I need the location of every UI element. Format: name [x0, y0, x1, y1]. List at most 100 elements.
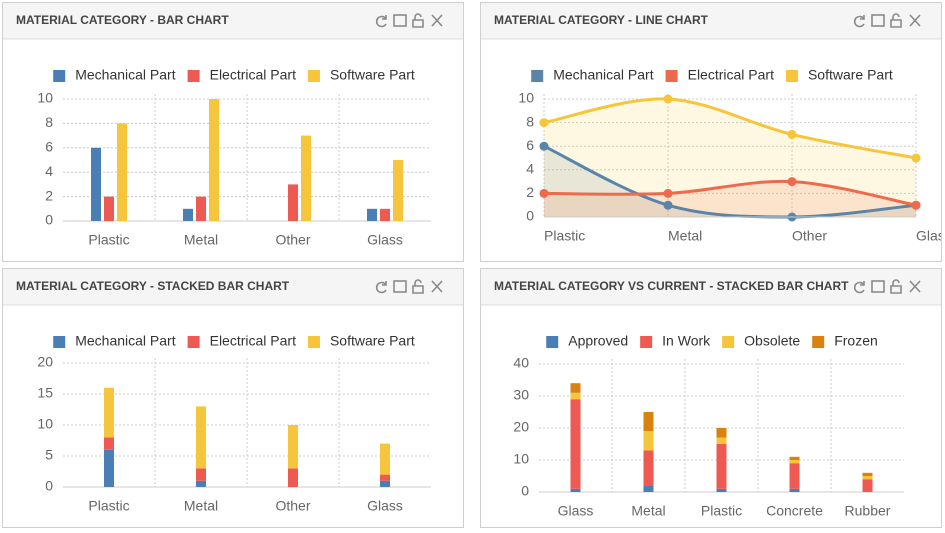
bar-segment [104, 437, 114, 450]
legend: Mechanical Part Electrical Part Software P… [53, 67, 415, 83]
refresh-icon[interactable] [375, 281, 387, 294]
bar [117, 123, 127, 221]
legend-label: Obsolete [744, 333, 800, 349]
legend-swatch [640, 336, 653, 348]
panel-title: MATERIAL CATEGORY - STACKED BAR CHART [16, 279, 290, 293]
x-tick-label: Metal [184, 498, 218, 514]
x-tick-label: Metal [631, 503, 665, 519]
bar-segment [570, 383, 581, 393]
panel-header [481, 269, 941, 305]
header-icons [853, 279, 921, 294]
bar-segment [643, 431, 654, 451]
bar [288, 184, 298, 221]
close-icon[interactable] [431, 280, 443, 293]
legend-label: Electrical Part [210, 333, 296, 349]
y-tick-label: 20 [37, 354, 53, 370]
close-icon[interactable] [909, 280, 921, 293]
lock-icon[interactable] [412, 13, 424, 28]
y-tick-label: 20 [513, 419, 529, 435]
refresh-icon[interactable] [853, 15, 865, 28]
panel: MATERIAL CATEGORY - STACKED BAR CHART Mec… [2, 268, 464, 528]
y-tick-label: 10 [513, 451, 529, 467]
x-tick-label: Other [792, 228, 827, 244]
bar [367, 208, 377, 221]
series-area [544, 181, 916, 217]
legend-label: Electrical Part [688, 67, 774, 83]
x-tick-label: Glass [558, 503, 594, 519]
panel-title: MATERIAL CATEGORY - BAR CHART [16, 13, 229, 27]
bar [196, 196, 206, 221]
bar [380, 208, 390, 221]
panel: MATERIAL CATEGORY VS CURRENT - STACKED B… [480, 268, 942, 528]
chart: MATERIAL CATEGORY - STACKED BAR CHART Mec… [3, 269, 463, 514]
chart: MATERIAL CATEGORY - BAR CHART Mechanical … [3, 3, 463, 248]
data-point [787, 177, 797, 187]
bar-segment [862, 476, 873, 480]
legend-swatch [53, 70, 66, 82]
panel-header [481, 3, 941, 39]
lock-icon[interactable] [890, 279, 902, 294]
header-icons [375, 13, 443, 28]
header-icons [375, 279, 443, 294]
data-point [539, 141, 549, 151]
y-tick-label: 8 [45, 114, 53, 130]
y-tick-label: 2 [45, 187, 53, 203]
close-icon[interactable] [431, 14, 443, 27]
y-tick-label: 10 [37, 90, 53, 106]
bar-segment [716, 428, 727, 438]
series-line [543, 97, 917, 160]
y-tick-label: 15 [37, 385, 53, 401]
y-tick-label: 2 [526, 184, 534, 200]
close-icon[interactable] [909, 14, 921, 27]
lock-icon[interactable] [412, 279, 424, 294]
y-tick-label: 30 [513, 387, 529, 403]
refresh-icon[interactable] [853, 281, 865, 294]
bar-segment [789, 463, 800, 489]
legend: Approved In Work Obsolete Frozen [546, 333, 878, 349]
y-tick-label: 40 [513, 355, 529, 371]
y-tick-label: 6 [45, 139, 53, 155]
legend-swatch [531, 70, 544, 82]
data-point [663, 94, 673, 104]
bar-segment [789, 460, 800, 464]
bar-segment [789, 456, 800, 460]
bar-segment [380, 474, 390, 481]
refresh-icon[interactable] [375, 15, 387, 28]
legend-label: Mechanical Part [553, 67, 653, 83]
legend-label: In Work [662, 333, 711, 349]
bar-segment [196, 468, 206, 481]
bar [104, 196, 114, 221]
legend-swatch [665, 70, 678, 82]
legend-label: Mechanical Part [75, 67, 175, 83]
panel: MATERIAL CATEGORY - BAR CHART Mechanical … [2, 2, 464, 262]
legend-label: Software Part [330, 67, 415, 83]
legend-label: Frozen [834, 333, 878, 349]
bar-segment [288, 425, 298, 469]
y-tick-label: 10 [518, 90, 534, 106]
legend-swatch [53, 336, 66, 348]
bar-segment [196, 406, 206, 469]
y-tick-label: 4 [45, 163, 53, 179]
bar-segment [380, 480, 390, 487]
bar [209, 99, 219, 221]
y-tick-label: 4 [526, 161, 534, 177]
data-point [663, 200, 673, 210]
panel-title: MATERIAL CATEGORY VS CURRENT - STACKED B… [494, 279, 849, 293]
y-tick-label: 0 [45, 212, 53, 228]
legend-label: Approved [568, 333, 628, 349]
legend-swatch [785, 70, 798, 82]
chart: MATERIAL CATEGORY - LINE CHART Mechanical… [481, 3, 942, 244]
maximize-icon[interactable] [393, 14, 407, 27]
bar-segment [643, 412, 654, 432]
x-tick-label: Plastic [544, 228, 585, 244]
x-tick-label: Glass [367, 232, 403, 248]
legend-label: Electrical Part [210, 67, 296, 83]
bar-segment [570, 399, 581, 489]
maximize-icon[interactable] [871, 280, 885, 293]
bar-segment [570, 392, 581, 400]
maximize-icon[interactable] [871, 14, 885, 27]
maximize-icon[interactable] [393, 280, 407, 293]
x-tick-label: Glass [916, 228, 942, 244]
y-tick-label: 6 [526, 137, 534, 153]
lock-icon[interactable] [890, 13, 902, 28]
